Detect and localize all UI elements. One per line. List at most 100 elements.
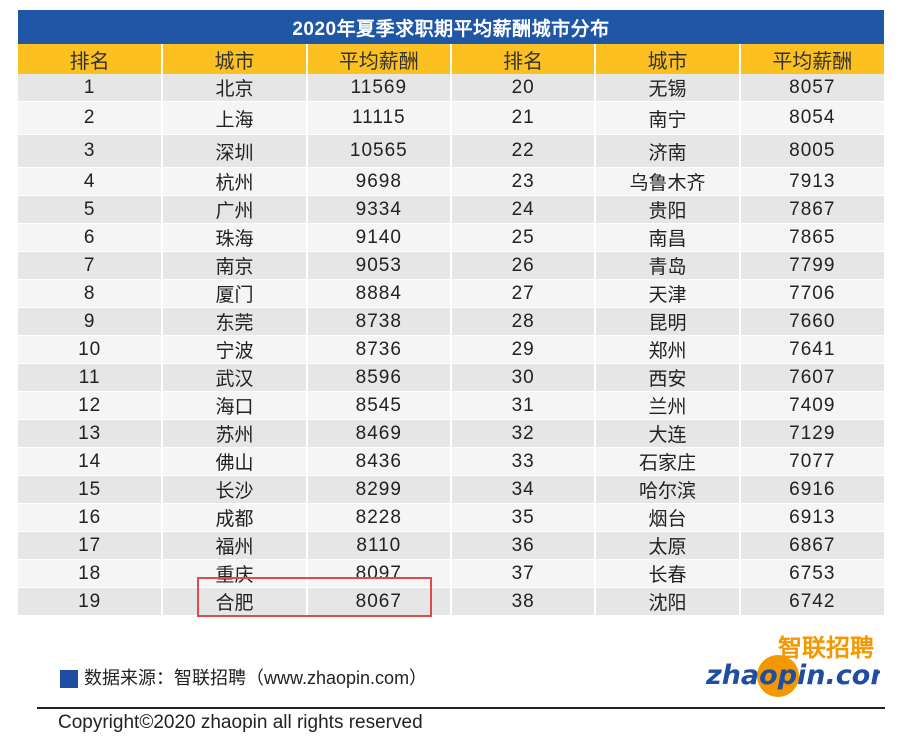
header-salary-right: 平均薪酬 xyxy=(739,44,884,74)
table-row: 5 广州 9334 24 贵阳 7867 xyxy=(18,195,884,224)
salary-cell: 10565 xyxy=(306,134,452,168)
city-cell: 昆明 xyxy=(595,307,741,336)
salary-cell: 7799 xyxy=(739,251,884,280)
salary-cell: 7129 xyxy=(739,419,884,448)
table-row: 12 海口 8545 31 兰州 7409 xyxy=(18,391,884,420)
city-cell: 哈尔滨 xyxy=(595,475,741,504)
city-cell: 北京 xyxy=(162,74,308,102)
rank-cell: 12 xyxy=(18,391,164,420)
rank-cell: 2 xyxy=(18,101,164,135)
salary-cell: 8054 xyxy=(739,101,884,135)
city-cell: 兰州 xyxy=(595,391,741,420)
city-cell: 广州 xyxy=(162,195,308,224)
rank-cell: 30 xyxy=(450,363,597,392)
city-cell: 厦门 xyxy=(162,279,308,308)
city-cell: 长春 xyxy=(595,559,741,588)
footer-divider xyxy=(37,707,885,709)
table-row: 14 佛山 8436 33 石家庄 7077 xyxy=(18,447,884,476)
city-cell: 深圳 xyxy=(162,134,308,168)
rank-cell: 35 xyxy=(450,503,597,532)
rank-cell: 17 xyxy=(18,531,164,560)
header-rank-left: 排名 xyxy=(18,44,164,74)
salary-cell: 8057 xyxy=(739,74,884,102)
salary-cell: 8436 xyxy=(306,447,452,476)
table-row: 18 重庆 8097 37 长春 6753 xyxy=(18,559,884,588)
table-row: 7 南京 9053 26 青岛 7799 xyxy=(18,251,884,280)
table-row: 2 上海 11115 21 南宁 8054 xyxy=(18,101,884,135)
copyright-text: Copyright©2020 zhaopin all rights reserv… xyxy=(58,712,423,733)
rank-cell: 37 xyxy=(450,559,597,588)
rank-cell: 14 xyxy=(18,447,164,476)
city-cell: 郑州 xyxy=(595,335,741,364)
city-cell: 上海 xyxy=(162,101,308,135)
table-row: 10 宁波 8736 29 郑州 7641 xyxy=(18,335,884,364)
city-cell: 贵阳 xyxy=(595,195,741,224)
rank-cell: 13 xyxy=(18,419,164,448)
salary-cell: 6742 xyxy=(739,587,884,616)
table-row: 4 杭州 9698 23 乌鲁木齐 7913 xyxy=(18,167,884,196)
salary-cell: 9334 xyxy=(306,195,452,224)
salary-cell: 8110 xyxy=(306,531,452,560)
table-row: 8 厦门 8884 27 天津 7706 xyxy=(18,279,884,308)
salary-cell: 11115 xyxy=(306,101,452,135)
rank-cell: 33 xyxy=(450,447,597,476)
rank-cell: 1 xyxy=(18,74,164,102)
city-cell: 长沙 xyxy=(162,475,308,504)
salary-cell: 11569 xyxy=(306,74,452,102)
salary-cell: 8736 xyxy=(306,335,452,364)
table-row: 11 武汉 8596 30 西安 7607 xyxy=(18,363,884,392)
salary-cell: 8884 xyxy=(306,279,452,308)
rank-cell: 27 xyxy=(450,279,597,308)
rank-cell: 19 xyxy=(18,587,164,616)
rank-cell: 31 xyxy=(450,391,597,420)
rank-cell: 29 xyxy=(450,335,597,364)
city-cell: 杭州 xyxy=(162,167,308,196)
salary-cell: 7867 xyxy=(739,195,884,224)
rank-cell: 9 xyxy=(18,307,164,336)
rank-cell: 20 xyxy=(450,74,597,102)
rank-cell: 26 xyxy=(450,251,597,280)
city-cell: 青岛 xyxy=(595,251,741,280)
city-cell: 石家庄 xyxy=(595,447,741,476)
table-row: 15 长沙 8299 34 哈尔滨 6916 xyxy=(18,475,884,504)
salary-cell: 8596 xyxy=(306,363,452,392)
city-cell: 济南 xyxy=(595,134,741,168)
city-cell: 海口 xyxy=(162,391,308,420)
city-cell: 南宁 xyxy=(595,101,741,135)
rank-cell: 11 xyxy=(18,363,164,392)
salary-cell: 8299 xyxy=(306,475,452,504)
salary-table: 2020年夏季求职期平均薪酬城市分布 排名 城市 平均薪酬 排名 城市 平均薪酬… xyxy=(18,10,884,616)
salary-cell: 6753 xyxy=(739,559,884,588)
city-cell: 成都 xyxy=(162,503,308,532)
city-cell: 南昌 xyxy=(595,223,741,252)
rank-cell: 8 xyxy=(18,279,164,308)
salary-cell: 7641 xyxy=(739,335,884,364)
salary-cell: 9053 xyxy=(306,251,452,280)
city-cell: 西安 xyxy=(595,363,741,392)
table-row: 6 珠海 9140 25 南昌 7865 xyxy=(18,223,884,252)
salary-cell: 7409 xyxy=(739,391,884,420)
logo-circle xyxy=(757,655,799,697)
rank-cell: 16 xyxy=(18,503,164,532)
city-cell: 宁波 xyxy=(162,335,308,364)
table-row: 1 北京 11569 20 无锡 8057 xyxy=(18,74,884,102)
table-title: 2020年夏季求职期平均薪酬城市分布 xyxy=(18,10,884,44)
rank-cell: 36 xyxy=(450,531,597,560)
table-row: 3 深圳 10565 22 济南 8005 xyxy=(18,134,884,168)
logo-cn-text: 智联招聘 xyxy=(778,634,874,662)
rank-cell: 38 xyxy=(450,587,597,616)
table-row: 16 成都 8228 35 烟台 6913 xyxy=(18,503,884,532)
table-row: 17 福州 8110 36 太原 6867 xyxy=(18,531,884,560)
rank-cell: 21 xyxy=(450,101,597,135)
salary-cell: 8469 xyxy=(306,419,452,448)
city-cell: 武汉 xyxy=(162,363,308,392)
city-cell: 乌鲁木齐 xyxy=(595,167,741,196)
salary-cell: 6916 xyxy=(739,475,884,504)
rank-cell: 15 xyxy=(18,475,164,504)
city-cell: 东莞 xyxy=(162,307,308,336)
city-cell: 大连 xyxy=(595,419,741,448)
city-cell: 珠海 xyxy=(162,223,308,252)
source-note: 数据来源：智联招聘（www.zhaopin.com） xyxy=(60,664,427,688)
salary-cell: 8067 xyxy=(306,587,452,616)
header-rank-right: 排名 xyxy=(450,44,597,74)
